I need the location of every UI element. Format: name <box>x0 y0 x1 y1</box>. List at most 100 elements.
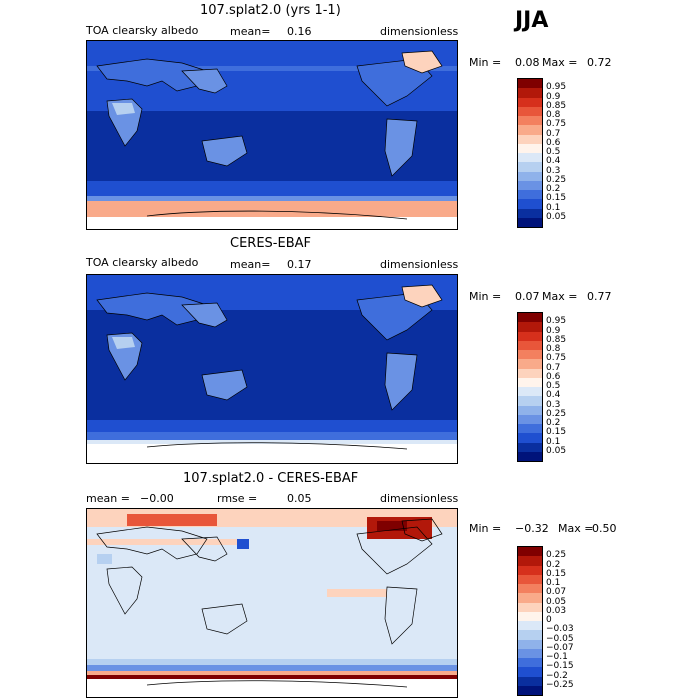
colorbar-tick-label: 0.05 <box>546 596 567 607</box>
panel-1-min-value: 0.08 <box>515 56 540 69</box>
colorbar-swatch <box>518 143 542 153</box>
panel-1-min-label: Min = <box>469 56 502 69</box>
colorbar-tick-label: 0.85 <box>546 100 567 111</box>
colorbar-swatch <box>518 593 542 603</box>
panel-2-variable: TOA clearsky albedo <box>86 256 199 269</box>
colorbar-swatch <box>518 658 542 668</box>
colorbar-tick-label: 0.15 <box>546 427 567 438</box>
panel-3-rmse-value: 0.05 <box>287 492 312 505</box>
panel-3-map <box>86 508 458 698</box>
panel-3-rmse-label: rmse = <box>217 492 258 505</box>
colorbar-tick-label: 0.2 <box>546 418 561 428</box>
colorbar-swatch <box>518 574 542 584</box>
panel-1-colorbar: 0.95 0.9 0.85 0.8 0.75 0.7 0.6 0.5 0.4 0.3 0.25 0.2… <box>517 78 566 228</box>
colorbar-swatch <box>518 116 542 126</box>
colorbar-tick-label: 0.1 <box>546 436 561 447</box>
colorbar-tick-label: 0.4 <box>546 156 561 167</box>
colorbar-tick-label: 0.1 <box>546 578 561 588</box>
colorbar-tick-label: 0.15 <box>546 568 567 579</box>
colorbar-swatch <box>518 611 542 621</box>
colorbar-swatch <box>518 639 542 649</box>
panel-2-units: dimensionless <box>380 258 459 271</box>
colorbar-tick-label: −0.1 <box>546 652 568 662</box>
panel-1-units: dimensionless <box>380 25 459 38</box>
colorbar-tick-label: 0.75 <box>546 353 567 364</box>
panel-3-colorbar: 0.25 0.2 0.15 0.1 0.07 0.05 0.03 0 −0.03 −0.05 −0.… <box>517 546 574 696</box>
panel-3-units: dimensionless <box>380 492 459 505</box>
colorbar-swatch <box>518 368 542 378</box>
panel-2-mean-label: mean= <box>230 258 271 271</box>
colorbar-swatch <box>518 442 542 452</box>
colorbar-swatch <box>518 106 542 116</box>
colorbar-tick-label: 0.05 <box>546 211 567 222</box>
panel-1-max-label: Max = <box>542 56 578 69</box>
colorbar-tick-label: 0.9 <box>546 325 561 336</box>
colorbar-tick-label: 0 <box>546 615 552 625</box>
colorbar-swatch <box>518 377 542 387</box>
colorbar-swatch <box>518 676 542 686</box>
colorbar-swatch <box>518 584 542 594</box>
panel-3-max-value: 0.50 <box>592 522 617 535</box>
colorbar-swatch <box>518 350 542 360</box>
panel-2-min-value: 0.07 <box>515 290 540 303</box>
panel-1-map-svg <box>87 41 457 229</box>
colorbar-swatch <box>518 322 542 332</box>
colorbar-swatch <box>518 396 542 406</box>
colorbar-tick-label: 0.95 <box>546 316 567 327</box>
colorbar-swatch <box>518 405 542 415</box>
colorbar-swatch <box>518 88 542 98</box>
colorbar-tick-label: −0.05 <box>546 633 574 644</box>
colorbar-swatch <box>518 79 542 89</box>
colorbar-tick-label: 0.15 <box>546 193 567 204</box>
colorbar-tick-label: 0.7 <box>546 128 561 139</box>
colorbar-swatch <box>518 451 542 461</box>
panel-1-mean-label: mean= <box>230 25 271 38</box>
colorbar-swatch <box>518 153 542 163</box>
colorbar-swatch <box>518 190 542 200</box>
panel-3-max-label: Max = <box>558 522 594 535</box>
colorbar-swatch <box>518 171 542 181</box>
panel-2-min-label: Min = <box>469 290 502 303</box>
panel-3-map-svg <box>87 509 457 697</box>
panel-3-title: 107.splat2.0 - CERES-EBAF <box>183 471 359 486</box>
colorbar-swatch <box>518 208 542 218</box>
colorbar-tick-label: −0.25 <box>546 679 574 690</box>
panel-1-max-value: 0.72 <box>587 56 612 69</box>
colorbar-tick-label: 0.1 <box>546 202 561 213</box>
panel-3-mean-value: −0.00 <box>140 492 174 505</box>
panel-1-map <box>86 40 458 230</box>
colorbar-tick-label: 0.8 <box>546 110 561 120</box>
panel-3-min-label: Min = <box>469 522 502 535</box>
colorbar-swatch <box>518 359 542 369</box>
colorbar-tick-label: 0.2 <box>546 559 561 570</box>
panel-3-min-value: −0.32 <box>515 522 549 535</box>
colorbar-tick-label: 0.6 <box>546 137 561 148</box>
colorbar-tick-label: 0.25 <box>546 550 567 561</box>
colorbar-tick-label: 0.3 <box>546 165 561 176</box>
colorbar-tick-label: −0.07 <box>546 642 574 653</box>
colorbar-swatch <box>518 424 542 434</box>
colorbar-swatch <box>518 685 542 695</box>
colorbar-tick-label: 0.07 <box>546 587 567 598</box>
colorbar-swatch <box>518 331 542 341</box>
colorbar-tick-label: −0.03 <box>546 624 574 635</box>
panel-2-mean-value: 0.17 <box>287 258 312 271</box>
colorbar-tick-label: 0.25 <box>546 408 567 419</box>
colorbar-tick-label: 0.8 <box>546 344 561 354</box>
panel-2-max-value: 0.77 <box>587 290 612 303</box>
colorbar-tick-label: 0.05 <box>546 445 567 456</box>
colorbar-swatch <box>518 565 542 575</box>
panel-2-title: CERES-EBAF <box>230 236 311 251</box>
colorbar-swatch <box>518 667 542 677</box>
colorbar-tick-label: 0.6 <box>546 371 561 382</box>
panel-2-colorbar: 0.95 0.9 0.85 0.8 0.75 0.7 0.6 0.5 0.4 0.3 0.25 0.2… <box>517 312 566 462</box>
colorbar-tick-label: 0.4 <box>546 390 561 401</box>
colorbar-swatch <box>518 97 542 107</box>
colorbar-swatch <box>518 602 542 612</box>
colorbar-tick-label: 0.75 <box>546 119 567 130</box>
colorbar-tick-label: 0.5 <box>546 381 561 391</box>
colorbar-tick-label: −0.15 <box>546 661 574 672</box>
panel-1-mean-value: 0.16 <box>287 25 312 38</box>
colorbar-swatch <box>518 134 542 144</box>
colorbar-swatch <box>518 313 542 323</box>
